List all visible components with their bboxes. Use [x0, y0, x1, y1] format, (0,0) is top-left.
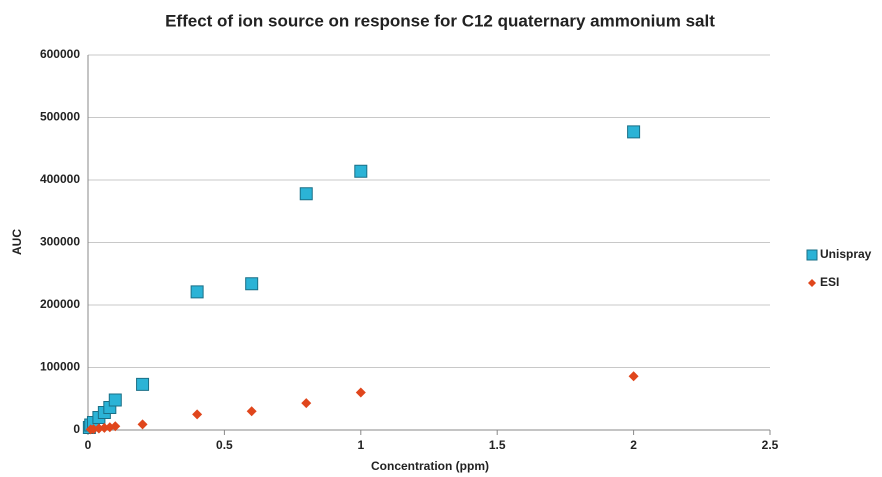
y-tick-label: 600000 — [40, 47, 80, 61]
marker — [108, 393, 122, 407]
marker — [627, 125, 641, 139]
marker — [301, 398, 312, 409]
chart-title: Effect of ion source on response for C12… — [165, 11, 715, 30]
marker — [355, 387, 366, 398]
marker — [137, 419, 148, 430]
marker — [136, 377, 150, 391]
marker — [110, 421, 121, 432]
y-tick-label: 500000 — [40, 110, 80, 124]
x-tick-label: 0 — [85, 438, 92, 452]
x-tick-label: 2 — [630, 438, 637, 452]
marker — [299, 187, 313, 201]
marker — [192, 409, 203, 420]
marker — [246, 406, 257, 417]
marker — [245, 277, 259, 291]
x-tick-label: 2.5 — [762, 438, 779, 452]
x-axis-label: Concentration (ppm) — [371, 459, 489, 473]
legend-marker — [806, 249, 818, 261]
x-tick-label: 1.5 — [489, 438, 506, 452]
x-tick-label: 0.5 — [216, 438, 233, 452]
marker — [628, 371, 639, 382]
legend-label: ESI — [820, 275, 839, 289]
y-tick-label: 200000 — [40, 297, 80, 311]
legend-marker — [808, 279, 816, 287]
y-axis-label: AUC — [10, 229, 24, 255]
y-tick-label: 300000 — [40, 235, 80, 249]
y-tick-label: 0 — [73, 422, 80, 436]
y-tick-label: 100000 — [40, 360, 80, 374]
marker — [354, 164, 368, 178]
y-tick-label: 400000 — [40, 172, 80, 186]
legend-label: Unispray — [820, 247, 872, 261]
x-tick-label: 1 — [357, 438, 364, 452]
marker — [190, 285, 204, 299]
